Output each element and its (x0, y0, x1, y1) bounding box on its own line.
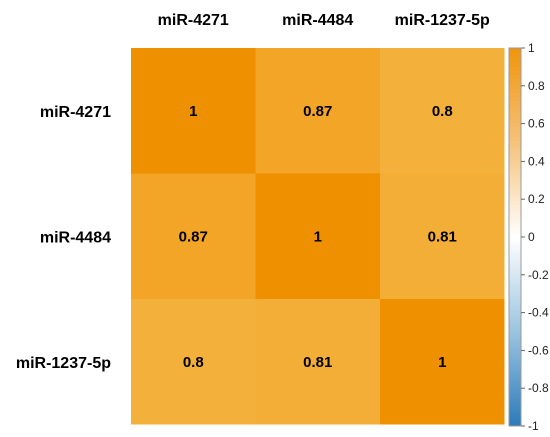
scale-tick-label: 1 (528, 41, 535, 55)
cell-value-label: 1 (314, 228, 322, 245)
column-label: miR-4484 (282, 12, 353, 29)
row-label: miR-1237-5p (16, 355, 111, 372)
cell-value-label: 0.87 (179, 228, 208, 245)
heatmap-cell (131, 299, 256, 425)
color-scale: 1 0.8 0.6 0.4 0.2 0 -0.2 -0.4 -0.6 -0.8 -1 (508, 41, 549, 433)
scale-tick-label: 0 (528, 230, 535, 244)
cell-value-label: 0.8 (432, 103, 453, 120)
heatmap-cells: 1 0.87 0.8 0.87 1 0.81 0.8 0.81 1 (131, 48, 505, 425)
heatmap-cell (255, 173, 380, 299)
scale-tick-label: -0.6 (528, 343, 549, 357)
heatmap-cell (131, 48, 256, 174)
heatmap-cell (380, 299, 505, 425)
scale-tick-label: -0.4 (528, 306, 549, 320)
heatmap-cell (255, 48, 380, 174)
scale-tick-label: -1 (528, 419, 539, 433)
cell-value-label: 1 (438, 354, 446, 371)
scale-tick-label: -0.8 (528, 381, 549, 395)
column-labels: miR-4271 miR-4484 miR-1237-5p (158, 12, 490, 29)
heatmap-cell (255, 299, 380, 425)
scale-tick-label: 0.2 (528, 192, 545, 206)
cell-value-label: 0.8 (183, 354, 204, 371)
heatmap-cell (380, 173, 505, 299)
cell-value-label: 0.87 (303, 103, 332, 120)
row-label: miR-4484 (40, 229, 111, 246)
column-label: miR-4271 (158, 12, 229, 29)
row-label: miR-4271 (40, 104, 111, 121)
scale-tick-label: -0.2 (528, 268, 549, 282)
heatmap-cell (380, 48, 505, 174)
scale-tick-label: 0.6 (528, 117, 545, 131)
color-scale-bar (508, 47, 522, 427)
cell-value-label: 0.81 (303, 354, 332, 371)
heatmap-cell (131, 173, 256, 299)
cell-value-label: 0.81 (428, 228, 457, 245)
row-labels: miR-4271 miR-4484 miR-1237-5p (16, 104, 111, 372)
scale-tick-label: 0.4 (528, 154, 545, 168)
column-label: miR-1237-5p (395, 12, 490, 29)
scale-tick-label: 0.8 (528, 79, 545, 93)
cell-value-label: 1 (189, 103, 197, 120)
